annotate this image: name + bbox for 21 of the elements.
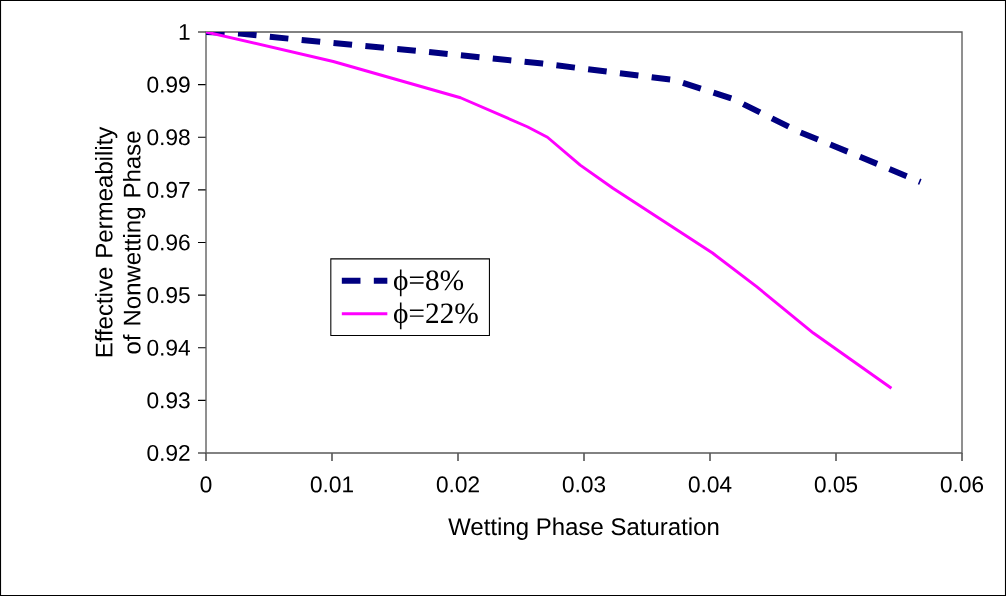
x-tick-label: 0.03 <box>562 476 606 493</box>
line-series <box>206 32 893 390</box>
legend-label: ϕ=22% <box>393 302 478 330</box>
y-tick-label: 0.99 <box>147 76 190 93</box>
x-tick-label: 0 <box>200 476 212 493</box>
x-tick-label: 0.05 <box>814 476 858 493</box>
x-tick-label: 0.02 <box>436 476 479 493</box>
y-axis-title: Effective Permeability of Nonwetting Phase <box>94 126 146 357</box>
x-tick-label: 0.01 <box>310 476 353 493</box>
y-tick-label: 0.93 <box>147 392 190 409</box>
legend-label: ϕ=8% <box>393 269 464 297</box>
y-tick-label: 1 <box>179 24 190 40</box>
x-tick-label: 0.06 <box>940 476 984 493</box>
x-tick-label: 0.04 <box>688 476 732 493</box>
y-tick-label: 0.96 <box>147 234 190 251</box>
y-tick-label: 0.94 <box>147 339 190 356</box>
y-tick-label: 0.98 <box>147 129 190 146</box>
x-axis-title: Wetting Phase Saturation <box>448 517 719 540</box>
y-tick-label: 0.92 <box>147 444 190 462</box>
y-tick-label: 0.95 <box>147 287 190 304</box>
y-tick-label: 0.97 <box>147 181 190 198</box>
